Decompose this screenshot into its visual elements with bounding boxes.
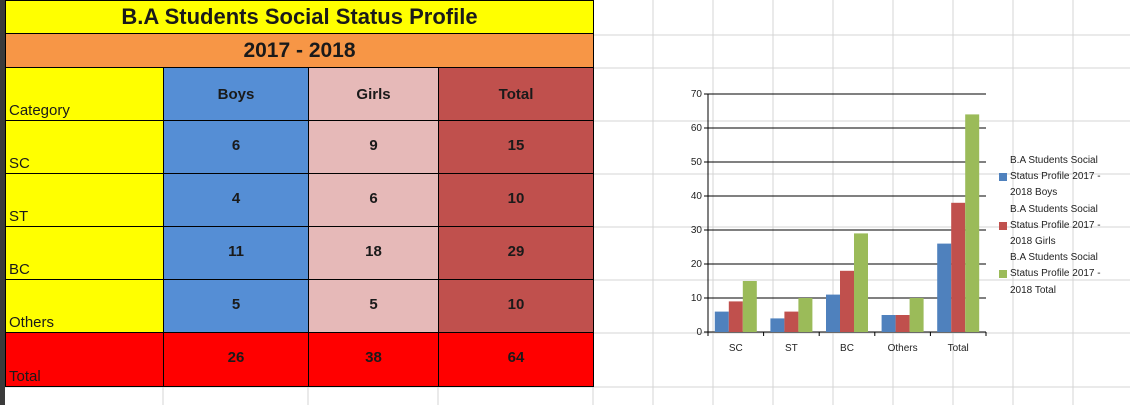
y-tick-label: 70 <box>691 89 703 100</box>
y-tick-label: 60 <box>691 123 703 134</box>
row-total-category[interactable]: Total <box>5 332 164 387</box>
bar-boys-total <box>937 243 952 332</box>
bar-girls-total <box>951 202 966 332</box>
table-title[interactable]: B.A Students Social Status Profile <box>5 0 594 34</box>
y-tick-label: 50 <box>691 157 703 168</box>
bar-total-st <box>798 298 813 332</box>
row-sc-total[interactable]: 15 <box>438 120 594 174</box>
y-tick-label: 10 <box>691 293 703 304</box>
data-table: B.A Students Social Status Profile 2017 … <box>5 0 594 387</box>
bar-girls-bc <box>840 270 854 332</box>
bar-boys-st <box>770 318 785 332</box>
legend-swatch-boys <box>999 173 1007 181</box>
legend-label-girls: B.A Students Social Status Profile 2017 … <box>1010 203 1101 248</box>
bar-boys-sc <box>714 311 729 332</box>
bar-girls-st <box>784 311 799 332</box>
x-tick-label: SC <box>729 343 743 354</box>
bar-total-sc <box>742 281 757 332</box>
row-st-total[interactable]: 10 <box>438 173 594 227</box>
x-tick-label: ST <box>785 343 798 354</box>
table-year[interactable]: 2017 - 2018 <box>5 33 594 68</box>
legend-swatch-total <box>999 270 1007 279</box>
row-sc-category[interactable]: SC <box>5 120 164 174</box>
row-st-category[interactable]: ST <box>5 173 164 227</box>
bar-girls-others <box>895 315 910 332</box>
bar-girls-sc <box>728 301 743 332</box>
row-total-total[interactable]: 64 <box>438 332 594 387</box>
y-tick-label: 30 <box>691 225 703 236</box>
y-tick-label: 20 <box>691 259 703 270</box>
legend-swatch-girls <box>999 221 1007 230</box>
bar-total-total <box>965 114 980 333</box>
header-category[interactable]: Category <box>5 67 164 121</box>
bar-total-others <box>909 298 924 332</box>
y-tick-label: 40 <box>691 191 703 202</box>
legend-item-girls[interactable]: B.A Students Social Status Profile 2017 … <box>997 202 1125 251</box>
table-row: ST 4 6 10 <box>5 173 594 227</box>
legend-label-boys: B.A Students Social Status Profile 2017 … <box>1010 155 1101 199</box>
y-tick-label: 0 <box>696 327 702 338</box>
row-others-total[interactable]: 10 <box>438 279 594 333</box>
x-tick-label: Total <box>948 343 969 354</box>
sheet-left-edge <box>0 0 5 405</box>
row-bc-girls[interactable]: 18 <box>308 226 439 280</box>
x-tick-label: BC <box>840 343 854 354</box>
row-sc-boys[interactable]: 6 <box>163 120 309 174</box>
row-total-boys[interactable]: 26 <box>163 332 309 387</box>
table-row: BC 11 18 29 <box>5 226 594 280</box>
legend-item-boys[interactable]: B.A Students Social Status Profile 2017 … <box>997 153 1125 202</box>
header-total[interactable]: Total <box>438 67 594 121</box>
row-bc-boys[interactable]: 11 <box>163 226 309 280</box>
header-boys[interactable]: Boys <box>163 67 309 121</box>
legend-label-total: B.A Students Social Status Profile 2017 … <box>1010 252 1101 296</box>
row-bc-total[interactable]: 29 <box>438 226 594 280</box>
row-sc-girls[interactable]: 9 <box>308 120 439 174</box>
table-row: SC 6 9 15 <box>5 120 594 174</box>
bar-boys-bc <box>826 294 840 332</box>
legend-item-total[interactable]: B.A Students Social Status Profile 2017 … <box>997 250 1125 299</box>
bar-total-bc <box>854 233 868 332</box>
row-others-boys[interactable]: 5 <box>163 279 309 333</box>
table-row: Others 5 5 10 <box>5 279 594 333</box>
bar-chart[interactable]: 0 10 20 30 40 50 60 70 SC ST BC Others Total <box>672 83 992 368</box>
x-tick-label: Others <box>888 343 918 354</box>
row-st-boys[interactable]: 4 <box>163 173 309 227</box>
row-st-girls[interactable]: 6 <box>308 173 439 227</box>
row-total-girls[interactable]: 38 <box>308 332 439 387</box>
table-row: Total 26 38 64 <box>5 332 594 387</box>
header-girls[interactable]: Girls <box>308 67 439 121</box>
row-bc-category[interactable]: BC <box>5 226 164 280</box>
chart-legend[interactable]: B.A Students Social Status Profile 2017 … <box>997 153 1125 299</box>
row-others-girls[interactable]: 5 <box>308 279 439 333</box>
row-others-category[interactable]: Others <box>5 279 164 333</box>
bar-boys-others <box>881 315 896 332</box>
